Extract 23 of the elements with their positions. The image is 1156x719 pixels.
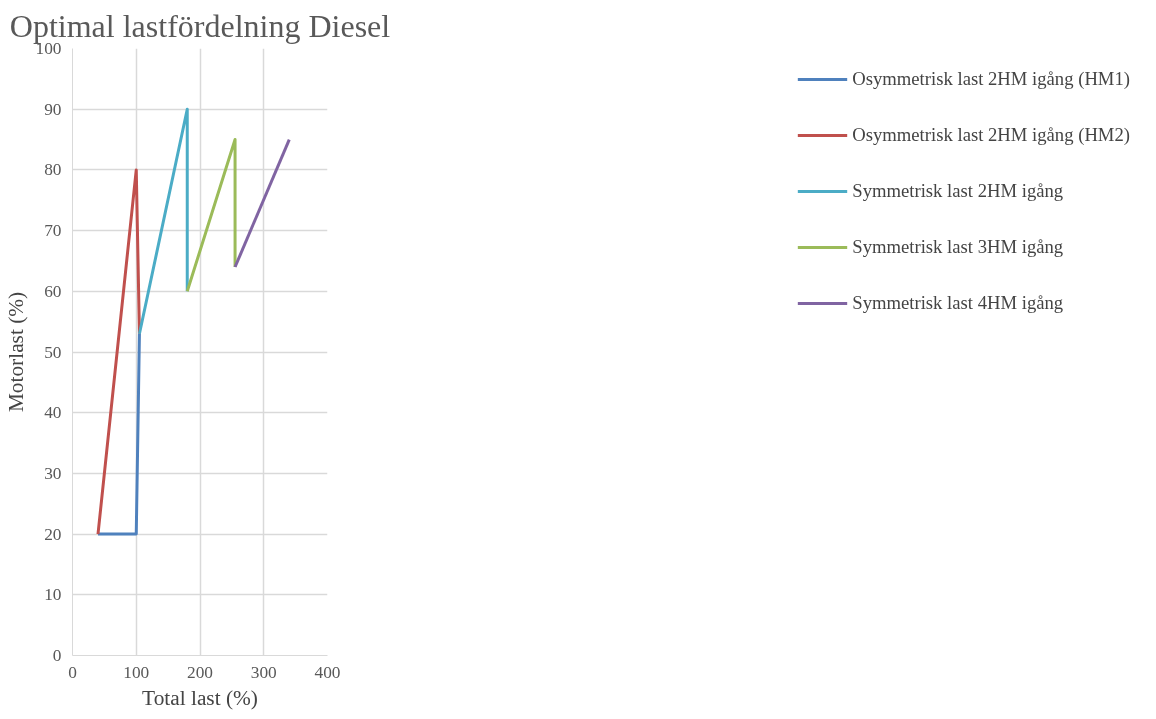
legend-label: Osymmetrisk last 2HM igång (HM1): [852, 68, 1130, 90]
x-tick-label: 300: [250, 662, 277, 682]
y-tick-label: 60: [44, 281, 62, 301]
y-tick-label: 0: [52, 646, 62, 665]
x-tick-label: 400: [314, 662, 341, 682]
y-tick-label: 50: [44, 342, 62, 362]
legend-label: Symmetrisk last 3HM igång: [852, 236, 1064, 258]
x-tick-label: 0: [68, 662, 77, 682]
x-tick-label: 100: [123, 662, 150, 682]
chart-title: Optimal lastfördelning Diesel: [9, 7, 391, 44]
y-tick-label: 10: [44, 585, 62, 605]
x-tick-label: 200: [187, 662, 213, 682]
legend-label: Symmetrisk last 2HM igång: [852, 180, 1064, 202]
y-tick-label: 90: [44, 99, 62, 119]
y-tick-label: 40: [44, 403, 62, 423]
x-axis-title: Total last (%): [142, 685, 258, 710]
y-tick-label: 30: [44, 463, 62, 483]
legend-label: Symmetrisk last 4HM igång: [852, 292, 1064, 314]
y-axis-title: Motorlast (%): [3, 291, 28, 413]
y-tick-label: 20: [44, 524, 62, 544]
legend-label: Osymmetrisk last 2HM igång (HM2): [852, 124, 1130, 146]
y-tick-label: 80: [44, 160, 62, 180]
y-tick-label: 70: [44, 221, 62, 241]
